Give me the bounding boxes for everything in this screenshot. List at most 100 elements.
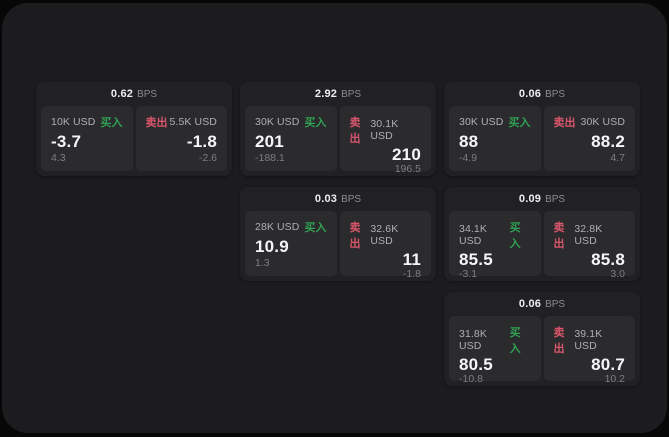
buy-amount: 30K USD: [255, 116, 300, 128]
sell-quote-tile[interactable]: 卖出 30K USD 88.2 4.7: [543, 106, 635, 171]
bps-unit-label: BPS: [545, 298, 566, 310]
spread-header: 2.92 BPS: [240, 82, 436, 106]
buy-price: -3.7: [51, 131, 82, 151]
quote-tiles: 30K USD 买入 88 -4.9 卖出 30K USD 88.2 4.7: [444, 106, 640, 176]
buy-meta-row: 30K USD 买入: [459, 114, 531, 130]
bps-unit-label: BPS: [341, 88, 362, 100]
buy-price: 88: [459, 131, 479, 151]
buy-change: 1.3: [255, 257, 270, 269]
buy-side-label: 买入: [304, 117, 327, 129]
sell-price: 85.8: [591, 250, 625, 269]
quote-card: 0.03 BPS 28K USD 买入 10.9 1.3 卖出 32.6K US…: [240, 187, 436, 281]
sell-price: -1.8: [186, 131, 217, 151]
sell-quote-tile[interactable]: 卖出 30.1K USD 210 196.5: [339, 106, 431, 175]
buy-price: 201: [255, 131, 284, 151]
sell-meta-row: 卖出 5.5K USD: [146, 114, 218, 130]
buy-amount: 34.1K USD: [459, 223, 487, 247]
sell-side-label: 卖出: [553, 327, 565, 355]
sell-price: 210: [392, 145, 421, 164]
spread-header: 0.62 BPS: [36, 82, 232, 106]
buy-quote-tile[interactable]: 10K USD 买入 -3.7 4.3: [41, 106, 133, 171]
buy-quote-tile[interactable]: 30K USD 买入 201 -188.1: [245, 106, 337, 171]
buy-change: 4.3: [51, 152, 66, 164]
sell-amount: 32.8K USD: [574, 223, 603, 247]
sell-quote-tile[interactable]: 卖出 39.1K USD 80.7 10.2: [543, 316, 635, 385]
buy-meta-row: 30K USD 买入: [255, 114, 327, 130]
spread-value: 0.03: [314, 193, 338, 205]
quote-card: 0.06 BPS 30K USD 买入 88 -4.9 卖出 30K USD 8…: [444, 82, 640, 176]
bps-unit-label: BPS: [545, 193, 566, 205]
quote-card: 0.62 BPS 10K USD 买入 -3.7 4.3 卖出 5.5K USD…: [36, 82, 232, 176]
buy-quote-tile[interactable]: 31.8K USD 买入 80.5 -10.8: [449, 316, 541, 385]
buy-amount: 30K USD: [459, 116, 504, 128]
buy-price: 10.9: [255, 236, 289, 256]
sell-quote-tile[interactable]: 卖出 32.6K USD 11 -1.8: [339, 211, 431, 280]
buy-quote-tile[interactable]: 30K USD 买入 88 -4.9: [449, 106, 541, 171]
spread-value: 2.92: [314, 88, 338, 100]
sell-change: -2.6: [198, 152, 217, 164]
quotes-board: 0.62 BPS 10K USD 买入 -3.7 4.3 卖出 5.5K USD…: [2, 3, 667, 433]
sell-side-label: 卖出: [553, 117, 576, 129]
spread-header: 0.09 BPS: [444, 187, 640, 211]
spread-value: 0.06: [518, 298, 542, 310]
sell-price: 11: [402, 250, 421, 269]
quote-card: 0.09 BPS 34.1K USD 买入 85.5 -3.1 卖出 32.8K…: [444, 187, 640, 281]
buy-change: -4.9: [459, 152, 478, 164]
quote-tiles: 34.1K USD 买入 85.5 -3.1 卖出 32.8K USD 85.8…: [444, 211, 640, 281]
spread-header: 0.03 BPS: [240, 187, 436, 211]
buy-side-label: 买入: [100, 117, 123, 129]
buy-meta-row: 10K USD 买入: [51, 114, 123, 130]
buy-quote-tile[interactable]: 28K USD 买入 10.9 1.3: [245, 211, 337, 276]
sell-meta-row: 卖出 32.8K USD: [554, 219, 626, 251]
sell-change: 3.0: [610, 268, 625, 280]
sell-side-label: 卖出: [145, 117, 168, 129]
buy-price: 80.5: [459, 355, 493, 374]
sell-amount: 30K USD: [580, 116, 625, 128]
bps-unit-label: BPS: [137, 88, 158, 100]
sell-side-label: 卖出: [349, 117, 361, 145]
sell-change: 196.5: [394, 163, 421, 175]
buy-quote-tile[interactable]: 34.1K USD 买入 85.5 -3.1: [449, 211, 541, 280]
buy-meta-row: 34.1K USD 买入: [459, 219, 531, 251]
buy-change: -10.8: [459, 373, 483, 385]
spread-value: 0.62: [110, 88, 134, 100]
buy-side-label: 买入: [509, 222, 521, 250]
sell-change: 4.7: [610, 152, 625, 164]
sell-meta-row: 卖出 30K USD: [554, 114, 626, 130]
sell-quote-tile[interactable]: 卖出 5.5K USD -1.8 -2.6: [135, 106, 227, 171]
sell-price: 88.2: [591, 131, 625, 151]
spread-value: 0.06: [518, 88, 542, 100]
quote-card: 0.06 BPS 31.8K USD 买入 80.5 -10.8 卖出 39.1…: [444, 292, 640, 386]
sell-change: -1.8: [402, 268, 421, 280]
sell-quote-tile[interactable]: 卖出 32.8K USD 85.8 3.0: [543, 211, 635, 280]
buy-side-label: 买入: [508, 117, 531, 129]
bps-unit-label: BPS: [341, 193, 362, 205]
buy-meta-row: 31.8K USD 买入: [459, 324, 531, 356]
quote-tiles: 10K USD 买入 -3.7 4.3 卖出 5.5K USD -1.8 -2.…: [36, 106, 232, 176]
sell-amount: 32.6K USD: [370, 223, 399, 247]
quote-tiles: 30K USD 买入 201 -188.1 卖出 30.1K USD 210 1…: [240, 106, 436, 176]
buy-amount: 28K USD: [255, 221, 300, 233]
sell-amount: 30.1K USD: [370, 118, 399, 142]
sell-meta-row: 卖出 32.6K USD: [350, 219, 422, 251]
buy-price: 85.5: [459, 250, 493, 269]
sell-price: 80.7: [591, 355, 625, 374]
buy-amount: 10K USD: [51, 116, 96, 128]
sell-side-label: 卖出: [553, 222, 565, 250]
quote-tiles: 31.8K USD 买入 80.5 -10.8 卖出 39.1K USD 80.…: [444, 316, 640, 386]
sell-amount: 39.1K USD: [574, 328, 603, 352]
buy-meta-row: 28K USD 买入: [255, 219, 327, 235]
sell-change: 10.2: [604, 373, 625, 385]
spread-value: 0.09: [518, 193, 542, 205]
sell-amount: 5.5K USD: [169, 116, 217, 128]
buy-change: -188.1: [255, 152, 285, 164]
sell-side-label: 卖出: [349, 222, 361, 250]
sell-meta-row: 卖出 39.1K USD: [554, 324, 626, 356]
quote-card: 2.92 BPS 30K USD 买入 201 -188.1 卖出 30.1K …: [240, 82, 436, 176]
buy-side-label: 买入: [509, 327, 521, 355]
spread-header: 0.06 BPS: [444, 82, 640, 106]
bps-unit-label: BPS: [545, 88, 566, 100]
buy-side-label: 买入: [304, 222, 327, 234]
buy-change: -3.1: [459, 268, 478, 280]
